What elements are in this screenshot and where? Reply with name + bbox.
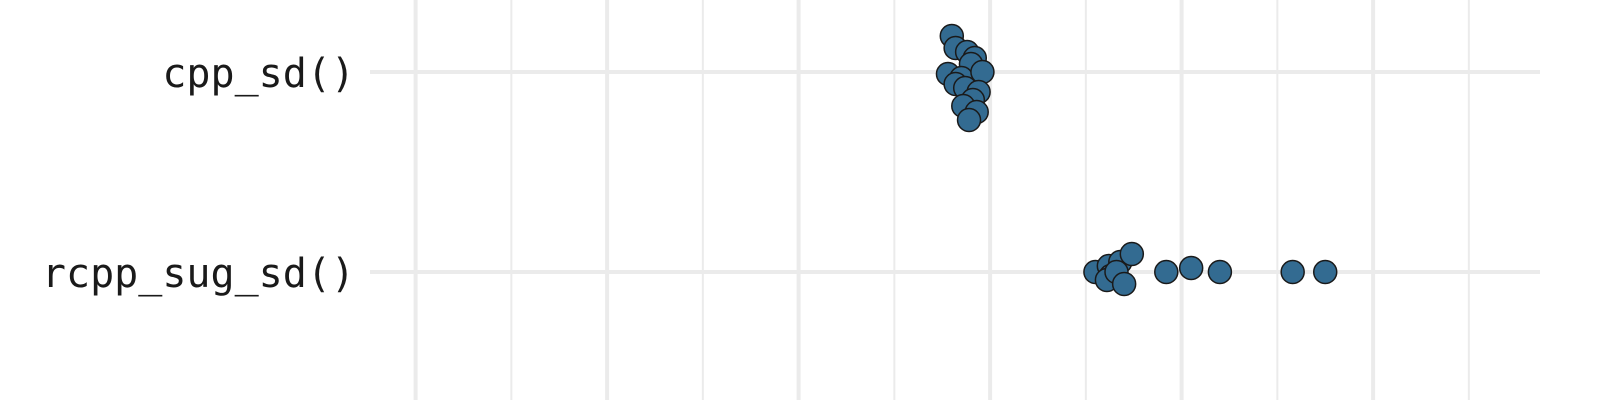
data-point xyxy=(956,107,982,133)
data-point xyxy=(1207,259,1233,285)
data-points xyxy=(935,23,1338,297)
data-point xyxy=(1312,259,1338,285)
y-tick-label-cpp-sd: cpp_sd() xyxy=(162,51,355,97)
data-point xyxy=(1280,259,1305,285)
y-tick-label-rcpp-sug-sd: rcpp_sug_sd() xyxy=(42,251,355,297)
data-point xyxy=(1119,241,1145,267)
data-point xyxy=(1178,255,1204,281)
y-axis-labels: cpp_sd() rcpp_sug_sd() xyxy=(42,51,355,297)
data-point xyxy=(1111,271,1137,297)
data-point xyxy=(1154,259,1179,285)
